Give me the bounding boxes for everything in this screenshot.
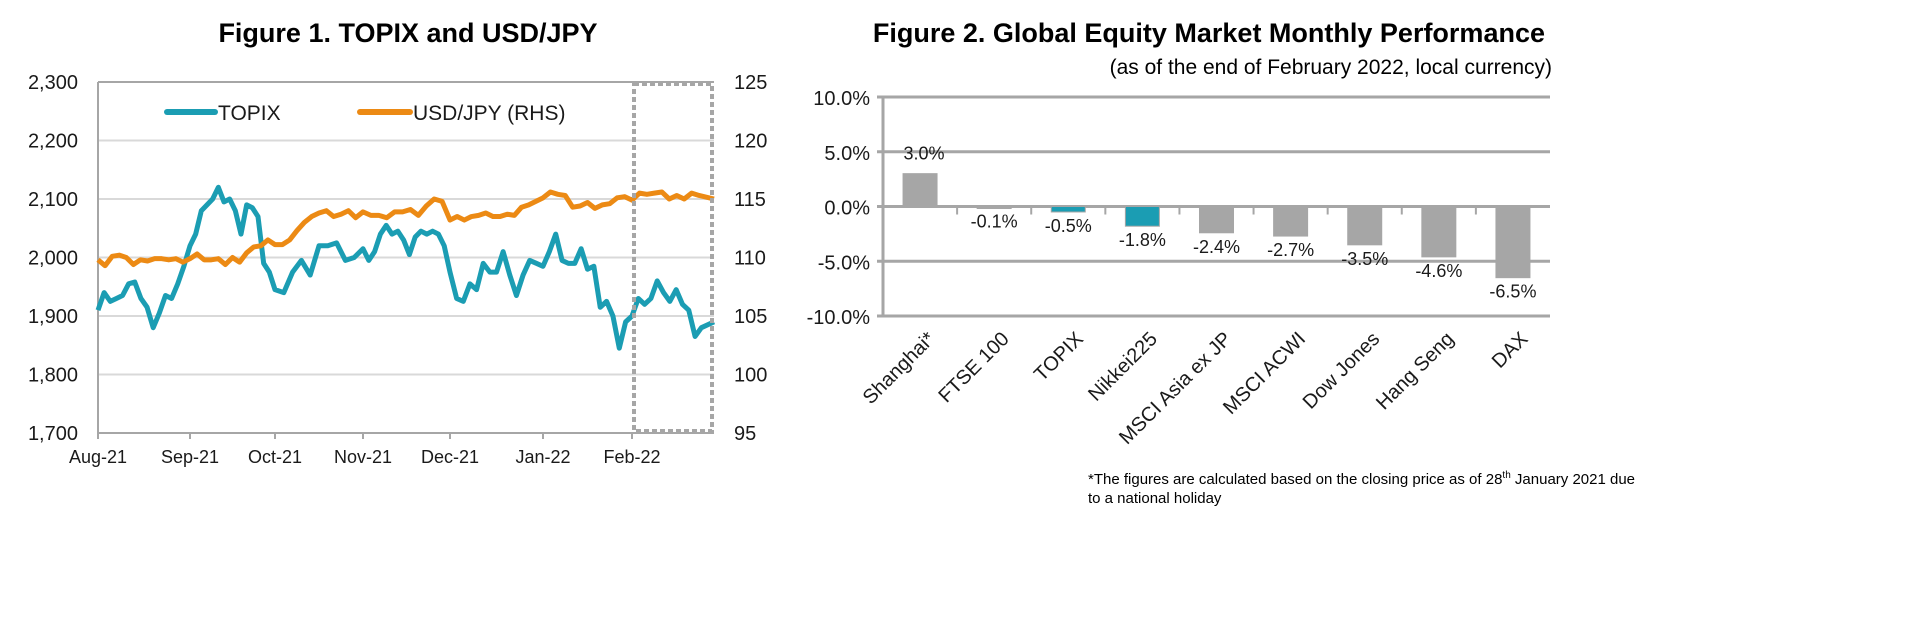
y-tick-label: -10.0% <box>807 307 871 329</box>
category-label: Dow Jones <box>1299 328 1385 414</box>
bar <box>1347 206 1383 246</box>
x-tick-label: Sep-21 <box>161 447 219 467</box>
figure1-title: Figure 1. TOPIX and USD/JPY <box>218 18 597 48</box>
y-tick-label: 5.0% <box>824 143 870 165</box>
feb-highlight-box <box>632 82 714 433</box>
x-tick-label: Jan-22 <box>515 447 570 467</box>
legend-label-usdjpy: USD/JPY (RHS) <box>413 102 565 125</box>
bar <box>1421 206 1457 258</box>
y-right-tick-label: 105 <box>734 306 767 328</box>
category-label: TOPIX <box>1030 328 1088 386</box>
category-label: FTSE 100 <box>934 328 1013 407</box>
x-tick-label: Dec-21 <box>421 447 479 467</box>
footnote-sup: th <box>1502 470 1511 481</box>
y-left-tick-label: 1,700 <box>28 423 78 445</box>
data-label: -0.5% <box>1045 216 1092 236</box>
category-label: DAX <box>1488 328 1533 373</box>
y-left-tick-label: 1,900 <box>28 306 78 328</box>
bar <box>1124 206 1160 227</box>
figure1-legend: TOPIX USD/JPY (RHS) <box>164 102 565 125</box>
figure2-chart: -10.0% -5.0% 0.0% 5.0% 10.0% 3.0% Shanghai* -0.… <box>807 88 1550 449</box>
data-label: -2.7% <box>1267 240 1314 260</box>
data-label: -0.1% <box>971 212 1018 232</box>
y-right-tick-label: 110 <box>734 248 766 270</box>
series-line-topix <box>95 184 716 351</box>
category-label: Shanghai* <box>859 328 940 409</box>
figure2-subtitle: (as of the end of February 2022, local c… <box>1110 56 1552 79</box>
y-left-tick-label: 2,200 <box>28 131 78 153</box>
y-tick-label: 0.0% <box>824 198 870 220</box>
y-left-tick-label: 2,000 <box>28 248 78 270</box>
bar <box>1199 206 1234 234</box>
data-label: -3.5% <box>1341 249 1388 269</box>
y-tick-label: 10.0% <box>813 88 870 110</box>
y-right-tick-label: 120 <box>734 131 767 153</box>
x-tick-label: Nov-21 <box>334 447 392 467</box>
bar <box>1495 206 1531 279</box>
bar <box>1273 206 1309 237</box>
y-right-tick-label: 100 <box>734 365 767 387</box>
category-label: Nikkei225 <box>1084 328 1162 406</box>
y-right-tick-label: 115 <box>734 189 766 211</box>
data-label: -4.6% <box>1415 261 1462 281</box>
legend-label-topix: TOPIX <box>218 102 281 125</box>
y-right-tick-label: 95 <box>734 423 756 445</box>
footnote: *The figures are calculated based on the… <box>1088 466 1635 508</box>
data-label: -1.8% <box>1119 230 1166 250</box>
y-tick-label: -5.0% <box>818 252 870 274</box>
y-left-tick-label: 2,100 <box>28 189 78 211</box>
x-tick-label: Oct-21 <box>248 447 302 467</box>
y-left-tick-label: 1,800 <box>28 365 78 387</box>
footnote-text-cont: January 2021 due <box>1510 471 1636 488</box>
category-label: Hang Seng <box>1372 328 1458 414</box>
figure1-chart: 1,700 1,800 1,900 2,000 2,100 2,200 2,300 95 100… <box>28 72 767 467</box>
footnote-text: *The figures are calculated based on the… <box>1088 471 1503 488</box>
y-right-tick-label: 125 <box>734 72 767 94</box>
bar <box>1050 206 1086 213</box>
y-left-tick-label: 2,300 <box>28 72 78 94</box>
data-label: -2.4% <box>1193 237 1240 257</box>
figure2-title: Figure 2. Global Equity Market Monthly P… <box>873 18 1545 48</box>
x-tick-label: Feb-22 <box>603 447 660 467</box>
bar <box>902 173 938 207</box>
data-label: -6.5% <box>1489 282 1536 302</box>
x-tick-label: Aug-21 <box>69 447 127 467</box>
series-line-usdjpy <box>96 189 715 269</box>
data-label: 3.0% <box>904 144 945 164</box>
bar <box>976 206 1012 209</box>
footnote-line2: to a national holiday <box>1088 490 1222 507</box>
